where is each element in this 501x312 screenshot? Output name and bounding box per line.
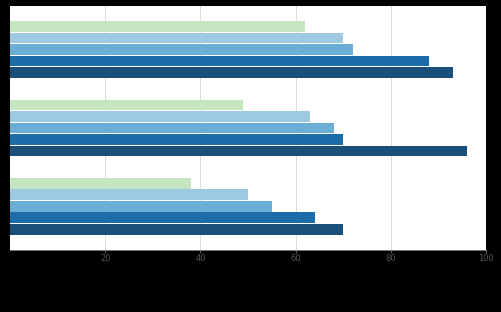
Bar [10, 189, 248, 200]
Bar [10, 44, 353, 55]
Bar [10, 279, 110, 290]
Bar [10, 178, 191, 188]
Bar [10, 291, 100, 301]
Bar [10, 100, 243, 110]
Bar [10, 302, 153, 312]
Bar [10, 256, 67, 267]
Bar [10, 33, 343, 43]
Bar [10, 212, 315, 223]
Bar [10, 123, 334, 133]
Bar [10, 67, 453, 78]
Bar [10, 146, 467, 156]
Bar [10, 56, 429, 66]
Bar [10, 111, 310, 122]
Bar [10, 134, 343, 145]
Bar [10, 224, 343, 235]
Bar [10, 201, 272, 212]
Bar [10, 268, 91, 278]
Bar [10, 21, 305, 32]
